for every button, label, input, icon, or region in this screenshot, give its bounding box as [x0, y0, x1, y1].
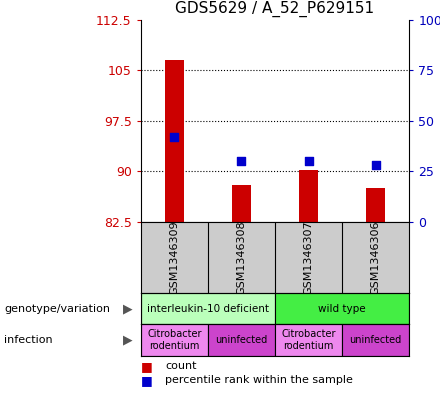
Text: Citrobacter
rodentium: Citrobacter rodentium [147, 329, 202, 351]
Text: uninfected: uninfected [215, 335, 268, 345]
Bar [141, 324, 208, 356]
Bar [299, 170, 318, 222]
Text: ■: ■ [141, 374, 153, 387]
Bar [232, 185, 251, 222]
Text: ■: ■ [141, 360, 153, 373]
Point [305, 158, 312, 164]
Text: GSM1346307: GSM1346307 [304, 220, 314, 295]
Text: GSM1346306: GSM1346306 [370, 220, 381, 295]
Text: Citrobacter
rodentium: Citrobacter rodentium [281, 329, 336, 351]
Point [171, 134, 178, 140]
Text: count: count [165, 361, 197, 371]
Bar [141, 293, 275, 324]
Bar [275, 293, 409, 324]
Text: ▶: ▶ [123, 333, 133, 347]
Bar [275, 324, 342, 356]
Text: GSM1346309: GSM1346309 [169, 220, 180, 295]
Text: ▶: ▶ [123, 302, 133, 315]
Text: genotype/variation: genotype/variation [4, 303, 110, 314]
Point [238, 158, 245, 164]
Text: uninfected: uninfected [349, 335, 402, 345]
Text: wild type: wild type [318, 303, 366, 314]
Bar [366, 188, 385, 222]
Text: GSM1346308: GSM1346308 [236, 220, 246, 295]
Text: interleukin-10 deficient: interleukin-10 deficient [147, 303, 269, 314]
Bar [342, 324, 409, 356]
Text: percentile rank within the sample: percentile rank within the sample [165, 375, 353, 386]
Title: GDS5629 / A_52_P629151: GDS5629 / A_52_P629151 [176, 1, 374, 17]
Text: infection: infection [4, 335, 53, 345]
Bar [208, 324, 275, 356]
Bar [165, 60, 184, 222]
Point [372, 162, 379, 169]
